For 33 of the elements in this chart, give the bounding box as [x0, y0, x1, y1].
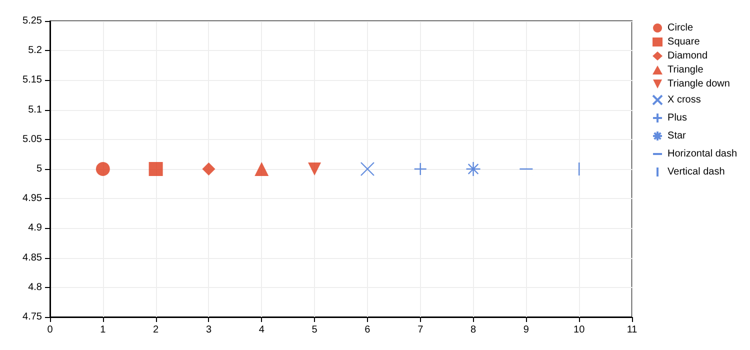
- x-tick-label: 10: [574, 324, 586, 336]
- x-tick-label: 7: [418, 324, 424, 336]
- x-tick-label: 5: [312, 324, 318, 336]
- y-tick-label: 4.8: [28, 282, 42, 293]
- legend-label: X cross: [668, 94, 701, 106]
- y-tick-label: 5.1: [28, 104, 42, 116]
- y-tick-label: 5: [36, 164, 42, 174]
- y-tick-label: 4.95: [22, 193, 42, 204]
- x-tick-label: 4: [258, 324, 265, 336]
- x-tick-label: 0: [47, 324, 54, 336]
- y-tick-label: 4.9: [28, 222, 42, 234]
- legend-label: Triangle down: [668, 78, 730, 90]
- legend-label: Square: [668, 36, 700, 48]
- y-tick-label: 5.15: [22, 74, 42, 86]
- y-tick-label: 5.05: [22, 134, 42, 145]
- x-tick-label: 11: [626, 324, 638, 336]
- legend-label: Horizontal dash: [668, 148, 737, 160]
- x-tick-label: 8: [470, 324, 476, 336]
- legend-label: Diamond: [668, 50, 708, 62]
- x-tick-label: 2: [153, 324, 160, 336]
- legend-label: Circle: [668, 22, 694, 34]
- y-tick-label: 4.75: [22, 312, 42, 322]
- legend-label: Star: [668, 130, 687, 142]
- legend-label: Vertical dash: [668, 166, 725, 178]
- y-tick-label: 5.25: [22, 16, 42, 26]
- legend-label: Plus: [668, 112, 687, 124]
- legend-label: Triangle: [668, 64, 704, 76]
- y-tick-label: 4.85: [22, 252, 42, 264]
- x-tick-label: 9: [523, 324, 530, 336]
- x-tick-label: 1: [100, 324, 106, 336]
- x-tick-label: 6: [364, 324, 371, 336]
- x-tick-label: 3: [206, 324, 212, 336]
- y-tick-label: 5.2: [28, 45, 42, 56]
